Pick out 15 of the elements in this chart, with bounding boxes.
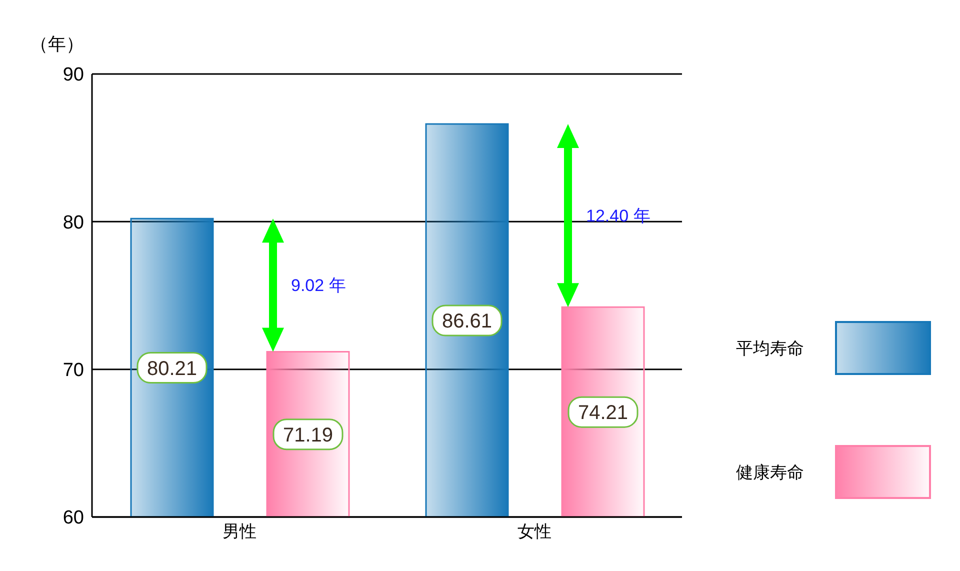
x-tick-label: 女性 <box>518 522 552 542</box>
data-label: 80.21 <box>146 358 198 380</box>
annotation: 9.02 年 <box>291 276 346 296</box>
annotation: 12.40 年 <box>586 206 650 226</box>
data-label: 86.61 <box>442 310 492 333</box>
data-label: 71.19 <box>282 424 334 446</box>
x-tick-label: 男性 <box>222 522 256 542</box>
text: 健康寿命 <box>736 462 805 484</box>
y-tick-label: 70 <box>62 360 84 382</box>
data-label: 74.21 <box>578 402 628 424</box>
text: 平均寿命 <box>736 338 805 360</box>
y-tick-label: 80 <box>62 212 84 234</box>
y-axis-title: （年） <box>30 33 84 56</box>
y-tick-label: 90 <box>62 64 84 86</box>
y-tick-label: 60 <box>62 508 84 529</box>
